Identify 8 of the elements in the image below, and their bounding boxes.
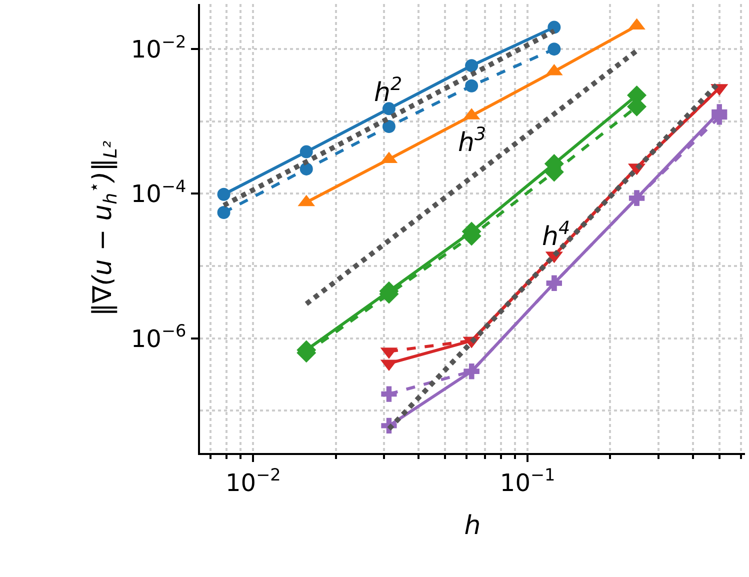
annotation: h$^{2}$ xyxy=(374,74,402,108)
y-tick-label: 10$^{−4}$ xyxy=(130,176,186,208)
annotation: h$^{4}$ xyxy=(542,218,570,252)
x-axis-title: h xyxy=(464,511,481,541)
y-tick-label: 10$^{−6}$ xyxy=(130,320,186,353)
y-tick-label: 10$^{−2}$ xyxy=(130,31,186,64)
annotation: h$^{3}$ xyxy=(458,124,486,158)
x-tick-label: 10$^{−1}$ xyxy=(500,464,556,497)
